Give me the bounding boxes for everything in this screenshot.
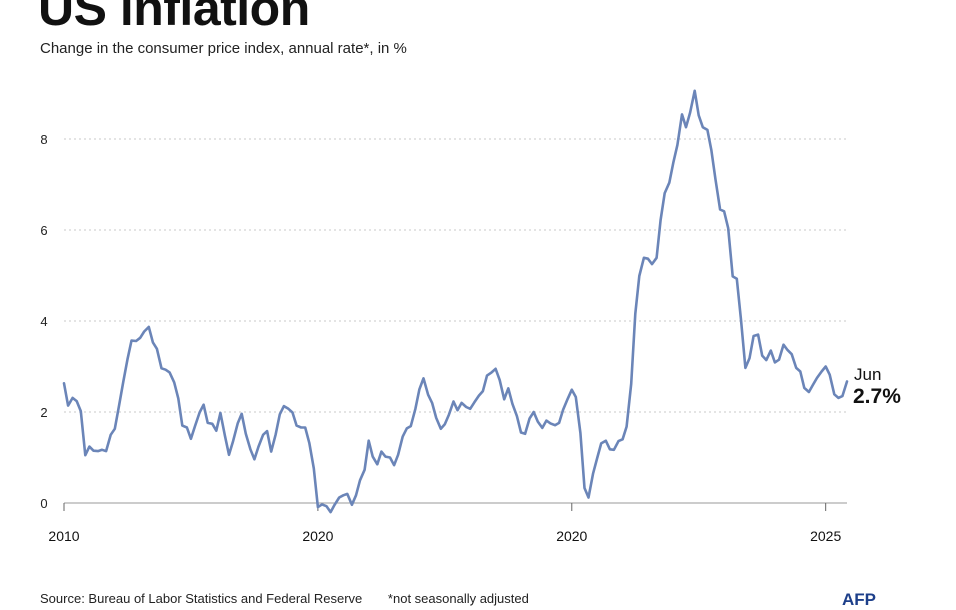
end-label-value: 2.7% — [853, 385, 901, 408]
plot-area — [62, 89, 849, 514]
x-tick-label: 2010 — [48, 528, 79, 544]
y-tick-label: 2 — [40, 405, 47, 420]
y-tick-label: 6 — [40, 223, 47, 238]
cpi-series-line — [62, 89, 849, 514]
chart-subtitle: Change in the consumer price index, annu… — [40, 40, 407, 57]
chart-title: US inflation — [38, 0, 310, 36]
end-label-month: Jun — [854, 365, 881, 384]
y-tick-label: 0 — [40, 496, 47, 511]
chart-footer: Source: Bureau of Labor Statistics and F… — [40, 591, 551, 606]
y-axis: 0 2 4 6 8 — [40, 132, 47, 511]
y-tick-label: 4 — [40, 314, 47, 329]
y-tick-label: 8 — [40, 132, 47, 147]
x-tick-label: 2025 — [810, 528, 841, 544]
x-tick-label: 2020 — [556, 528, 587, 544]
x-axis: 2010 2020 2020 2025 — [48, 502, 847, 544]
x-tick-label: 2020 — [302, 528, 333, 544]
grid-lines — [64, 138, 847, 413]
afp-logo: AFP — [842, 590, 876, 609]
source-note: Source: Bureau of Labor Statistics and F… — [40, 591, 363, 606]
footnote: *not seasonally adjusted — [387, 591, 529, 606]
